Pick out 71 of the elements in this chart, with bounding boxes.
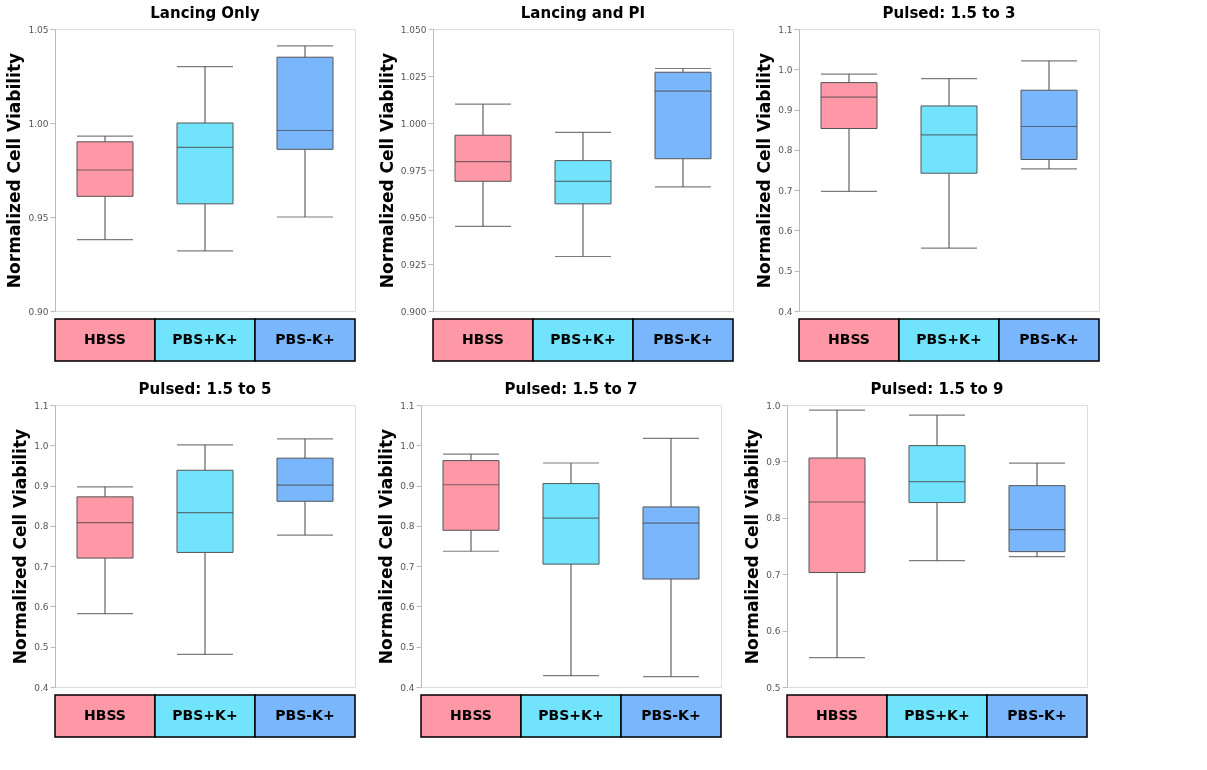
x-tick-label: PBS+K+ (904, 707, 970, 723)
x-tick-label: HBSS (462, 331, 504, 347)
y-tick-label: 0.5 (766, 682, 781, 693)
y-axis-title: Normalized Cell Viability (742, 428, 763, 665)
y-tick-label: 0.7 (778, 185, 793, 196)
y-tick-label: 1.000 (400, 118, 427, 129)
y-tick-label: 1.1 (400, 400, 415, 411)
x-tick-label: PBS+K+ (538, 707, 604, 723)
y-tick-label: 1.050 (400, 24, 427, 35)
x-tick-label: HBSS (84, 707, 126, 723)
y-tick-label: 1.0 (778, 64, 793, 75)
y-tick-label: 0.6 (778, 225, 793, 236)
y-tick-label: 0.4 (778, 306, 793, 317)
y-axis-title: Normalized Cell Viability (4, 52, 25, 289)
x-tick-label: PBS-K+ (1007, 707, 1067, 723)
y-tick-label: 0.5 (400, 642, 415, 653)
y-tick-label: 0.8 (766, 513, 781, 524)
y-tick-label: 1.00 (28, 118, 49, 129)
y-tick-label: 0.8 (400, 521, 415, 532)
y-tick-label: 0.7 (34, 561, 49, 572)
chart-title: Pulsed: 1.5 to 9 (870, 380, 1004, 398)
y-tick-label: 1.0 (400, 440, 415, 451)
x-tick-label: PBS-K+ (641, 707, 701, 723)
y-tick-label: 0.90 (28, 306, 49, 317)
x-tick-label: PBS+K+ (550, 331, 616, 347)
y-tick-label: 1.05 (28, 24, 49, 35)
x-tick-label: PBS-K+ (275, 331, 335, 347)
chart-title: Lancing Only (150, 4, 260, 22)
y-tick-label: 0.9 (766, 456, 781, 467)
y-tick-label: 1.1 (34, 400, 49, 411)
y-tick-label: 0.9 (34, 481, 49, 492)
x-tick-label: HBSS (816, 707, 858, 723)
y-tick-label: 0.5 (778, 266, 793, 277)
y-axis-title: Normalized Cell Viability (376, 52, 397, 289)
x-tick-label: PBS+K+ (916, 331, 982, 347)
y-axis-title: Normalized Cell Viability (754, 52, 775, 289)
y-tick-label: 0.4 (34, 682, 49, 693)
x-tick-label: PBS-K+ (653, 331, 713, 347)
y-tick-label: 0.6 (34, 601, 49, 612)
x-tick-label: HBSS (828, 331, 870, 347)
y-tick-label: 1.0 (34, 440, 49, 451)
chart-title: Lancing and PI (520, 4, 646, 22)
y-tick-label: 0.975 (400, 165, 427, 176)
x-tick-label: PBS-K+ (275, 707, 335, 723)
x-tick-label: PBS+K+ (172, 331, 238, 347)
y-tick-label: 0.4 (400, 682, 415, 693)
y-tick-label: 0.950 (400, 212, 427, 223)
y-tick-label: 0.900 (400, 306, 427, 317)
y-tick-label: 0.6 (400, 601, 415, 612)
chart-title: Pulsed: 1.5 to 5 (138, 380, 272, 398)
y-tick-label: 1.1 (778, 24, 793, 35)
y-tick-label: 0.8 (778, 145, 793, 156)
y-tick-label: 1.025 (400, 71, 427, 82)
x-tick-label: HBSS (84, 331, 126, 347)
y-tick-label: 0.7 (400, 561, 415, 572)
x-tick-label: PBS+K+ (172, 707, 238, 723)
y-tick-label: 0.7 (766, 569, 781, 580)
y-tick-label: 1.0 (766, 400, 781, 411)
x-tick-label: PBS-K+ (1019, 331, 1079, 347)
y-tick-label: 0.925 (400, 259, 427, 270)
y-axis-title: Normalized Cell Viability (10, 428, 31, 665)
y-tick-label: 0.95 (28, 212, 49, 223)
y-tick-label: 0.6 (766, 626, 781, 637)
chart-title: Pulsed: 1.5 to 7 (504, 380, 638, 398)
y-tick-label: 0.5 (34, 642, 49, 653)
x-tick-label: HBSS (450, 707, 492, 723)
y-tick-label: 0.9 (400, 481, 415, 492)
y-axis-title: Normalized Cell Viability (376, 428, 397, 665)
y-tick-label: 0.9 (778, 105, 793, 116)
chart-title: Pulsed: 1.5 to 3 (882, 4, 1016, 22)
y-tick-label: 0.8 (34, 521, 49, 532)
